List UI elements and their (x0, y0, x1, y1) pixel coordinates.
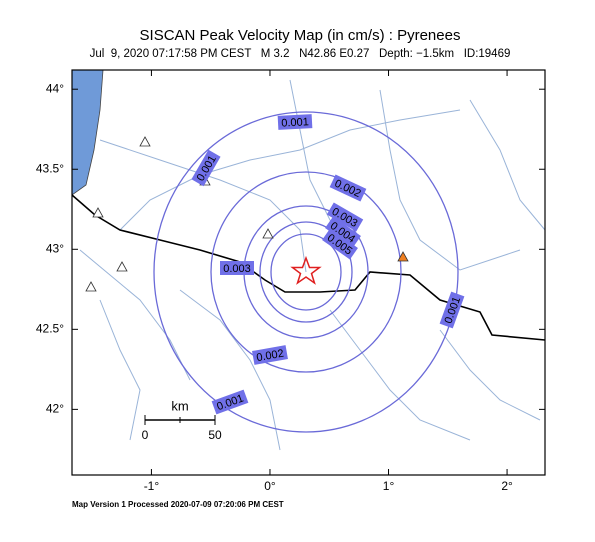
contour-label-text: 0.002 (256, 348, 285, 365)
epicenter (290, 255, 322, 285)
contour-label-text: 0.003 (223, 263, 251, 275)
contour-label: 0.002 (252, 345, 288, 365)
stations (85, 136, 409, 292)
contour-label-box (326, 202, 364, 232)
contour-label-box (439, 291, 465, 329)
lat-tick-label: 42° (46, 402, 64, 416)
map-background (72, 70, 545, 475)
lat-tick-label: 43° (46, 241, 64, 255)
contour-label-box (211, 389, 249, 415)
scale-bar: km 0 50 (142, 398, 222, 442)
contour-label-box (277, 114, 313, 130)
lon-tick-label: -1° (144, 479, 160, 493)
title: SISCAN Peak Velocity Map (in cm/s) : Pyr… (140, 27, 461, 44)
contour-label-box (252, 345, 288, 365)
lon-tick-label: 2° (501, 479, 513, 493)
map-frame (71, 69, 546, 476)
contour-label-text: 0.001 (281, 116, 309, 129)
contour-label-box (322, 228, 358, 260)
lat-tick-label: 44° (46, 81, 64, 95)
contour-label-box (325, 216, 361, 248)
lat-tick-label: 42.5° (36, 321, 64, 335)
contour-label: 0.001 (277, 114, 313, 130)
scale-unit: km (171, 398, 188, 413)
contour-label: 0.003 (220, 261, 254, 275)
lon-tick-label: 0° (264, 479, 276, 493)
contour-label-box (220, 261, 254, 275)
footer: Map Version 1 Processed 2020-07-09 07:20… (72, 500, 284, 509)
subtitle: Jul 9, 2020 07:17:58 PM CEST M 3.2 N42.8… (90, 48, 511, 60)
lat-tick-label: 43.5° (36, 161, 64, 175)
map-area: 0.0010.0010.0020.0030.0040.0050.0030.001… (71, 69, 546, 476)
contour-label-box (191, 149, 221, 187)
scale-end: 50 (208, 428, 222, 442)
lon-tick-label: 1° (383, 479, 395, 493)
scale-start: 0 (142, 428, 149, 442)
contour-label-box (329, 174, 367, 202)
